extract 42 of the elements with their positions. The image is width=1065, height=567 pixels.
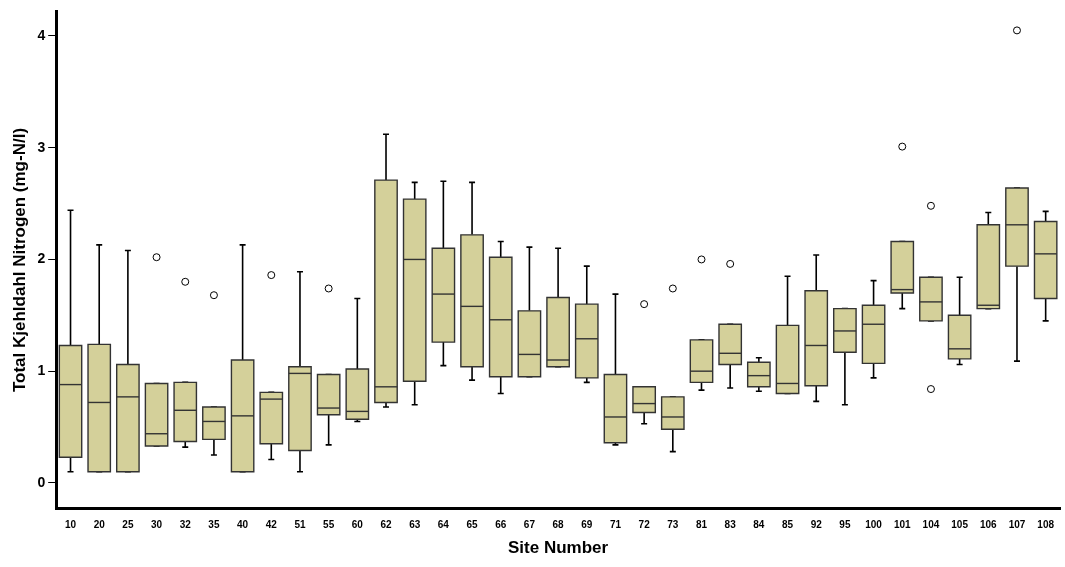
x-tick-label: 62 [380,519,393,531]
x-tick-label: 85 [781,519,794,531]
x-tick-label: 108 [1037,519,1055,531]
x-tick-label: 106 [979,519,998,531]
y-tick-label: 4 [37,26,46,43]
x-tick-label: 40 [237,519,249,531]
x-tick-label: 60 [351,519,364,531]
x-tick-label: 73 [667,519,679,531]
y-tick-label: 0 [37,473,46,490]
x-tick-label: 25 [122,519,134,531]
y-tick-label: 1 [37,362,46,379]
y-tick-label: 3 [37,138,46,155]
x-tick-label: 101 [893,519,912,531]
x-tick-label: 10 [64,519,77,531]
x-tick-label: 71 [609,519,622,531]
x-tick-label: 63 [409,519,421,531]
x-tick-label: 72 [638,519,651,531]
x-tick-label: 107 [1008,519,1026,531]
x-tick-label: 81 [695,519,708,531]
x-tick-label: 35 [208,519,220,531]
y-tick-label: 2 [37,250,46,267]
x-tick-label: 104 [922,519,940,531]
x-tick-label: 68 [552,519,565,531]
x-tick-label: 30 [151,519,163,531]
x-tick-label: 51 [294,519,306,531]
x-tick-label: 69 [581,519,593,531]
x-tick-label: 67 [523,519,536,531]
x-tick-label: 32 [179,519,192,531]
x-tick-label: 65 [466,519,479,531]
x-tick-label: 83 [724,519,737,531]
x-tick-label: 84 [753,519,765,531]
x-tick-label: 100 [865,519,883,531]
x-tick-label: 66 [495,519,507,531]
x-tick-label: 55 [323,519,335,531]
x-tick-label: 20 [93,519,106,531]
x-tick-label: 42 [265,519,278,531]
x-axis-title: Site Number [508,538,609,558]
x-tick-label: 95 [839,519,851,531]
x-tick-label: 92 [810,519,823,531]
y-axis-title: Total Kjehldahl Nitrogen (mg-N/l) [9,127,29,393]
x-tick-label: 105 [951,519,969,531]
x-tick-label: 64 [437,519,450,531]
